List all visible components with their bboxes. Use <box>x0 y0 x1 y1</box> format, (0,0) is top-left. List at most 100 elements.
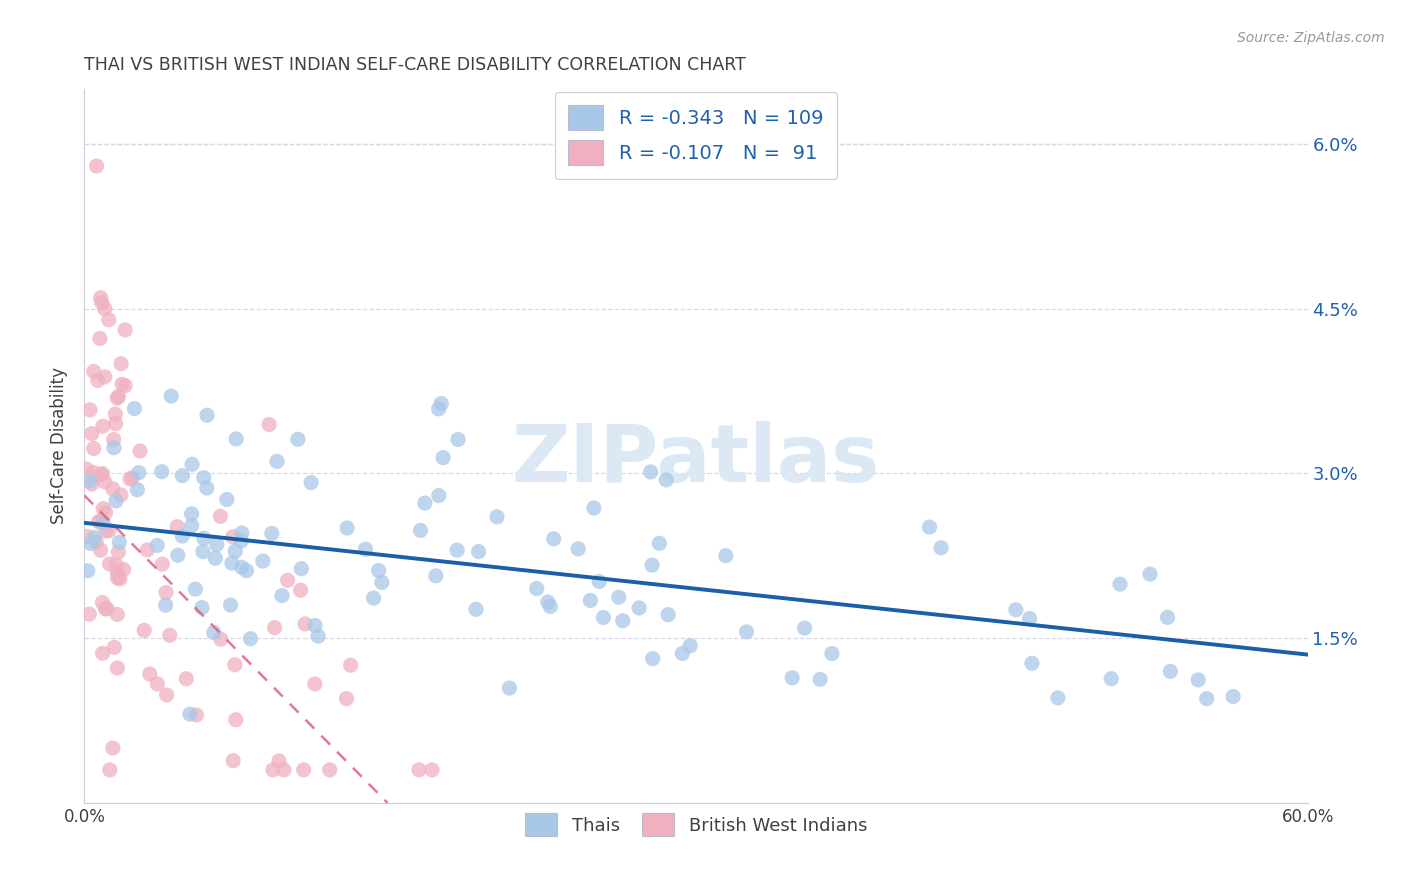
Point <box>107 571 129 585</box>
Point <box>526 582 548 596</box>
Point <box>105 558 128 572</box>
Point <box>136 542 159 557</box>
Point <box>231 526 253 541</box>
Point <box>271 589 294 603</box>
Point <box>371 575 394 590</box>
Point <box>641 558 664 573</box>
Point <box>215 492 238 507</box>
Point <box>260 526 283 541</box>
Point <box>96 601 118 615</box>
Point <box>146 538 169 552</box>
Point <box>105 661 128 675</box>
Point <box>224 657 246 672</box>
Point <box>127 483 149 497</box>
Point <box>108 535 131 549</box>
Text: THAI VS BRITISH WEST INDIAN SELF-CARE DISABILITY CORRELATION CHART: THAI VS BRITISH WEST INDIAN SELF-CARE DI… <box>84 56 747 74</box>
Point <box>83 530 105 544</box>
Point <box>94 369 117 384</box>
Point <box>290 562 312 576</box>
Point <box>640 465 662 479</box>
Point <box>181 458 204 472</box>
Point <box>655 473 678 487</box>
Point <box>103 433 125 447</box>
Point <box>193 532 215 546</box>
Point <box>1159 665 1181 679</box>
Point <box>112 562 135 576</box>
Point <box>172 468 194 483</box>
Point <box>235 564 257 578</box>
Point <box>367 564 389 578</box>
Point <box>222 530 245 544</box>
Point <box>209 509 232 524</box>
Point <box>420 763 443 777</box>
Point <box>292 763 315 777</box>
Point <box>91 646 114 660</box>
Point <box>80 426 103 441</box>
Point <box>155 585 177 599</box>
Point <box>128 466 150 480</box>
Point <box>94 506 117 520</box>
Text: Source: ZipAtlas.com: Source: ZipAtlas.com <box>1237 31 1385 45</box>
Point <box>146 677 169 691</box>
Point <box>90 295 112 310</box>
Point <box>180 518 202 533</box>
Point <box>191 600 214 615</box>
Point <box>714 549 737 563</box>
Point <box>290 583 312 598</box>
Point <box>679 639 702 653</box>
Point <box>607 591 630 605</box>
Point <box>425 569 447 583</box>
Point <box>166 519 188 533</box>
Point <box>80 536 103 550</box>
Point <box>1187 673 1209 687</box>
Point <box>105 607 128 622</box>
Point <box>209 632 232 646</box>
Point <box>104 407 127 421</box>
Point <box>83 442 105 456</box>
Point <box>432 450 454 465</box>
Point <box>91 467 114 481</box>
Point <box>98 557 121 571</box>
Point <box>336 521 359 535</box>
Point <box>94 524 117 538</box>
Point <box>93 475 115 489</box>
Point <box>139 667 162 681</box>
Point <box>105 494 128 508</box>
Point <box>1018 611 1040 625</box>
Point <box>91 419 114 434</box>
Point <box>97 312 120 326</box>
Point <box>90 291 112 305</box>
Point <box>166 548 188 562</box>
Point <box>91 595 114 609</box>
Legend: Thais, British West Indians: Thais, British West Indians <box>515 803 877 847</box>
Point <box>567 541 589 556</box>
Point <box>465 602 488 616</box>
Point <box>219 598 242 612</box>
Point <box>105 565 128 579</box>
Point <box>93 301 115 316</box>
Point <box>648 536 671 550</box>
Point <box>1046 690 1069 705</box>
Point <box>202 625 225 640</box>
Point <box>266 454 288 468</box>
Point <box>918 520 941 534</box>
Point <box>224 544 246 558</box>
Point <box>103 441 125 455</box>
Point <box>304 677 326 691</box>
Point <box>107 390 129 404</box>
Point <box>107 545 129 559</box>
Point <box>108 572 131 586</box>
Point <box>76 564 98 578</box>
Point <box>780 671 803 685</box>
Point <box>118 472 141 486</box>
Point <box>172 529 194 543</box>
Point <box>612 614 634 628</box>
Point <box>808 673 831 687</box>
Point <box>75 462 97 476</box>
Point <box>231 533 253 548</box>
Point <box>446 543 468 558</box>
Point <box>408 763 430 777</box>
Point <box>273 763 295 777</box>
Point <box>79 402 101 417</box>
Point <box>413 496 436 510</box>
